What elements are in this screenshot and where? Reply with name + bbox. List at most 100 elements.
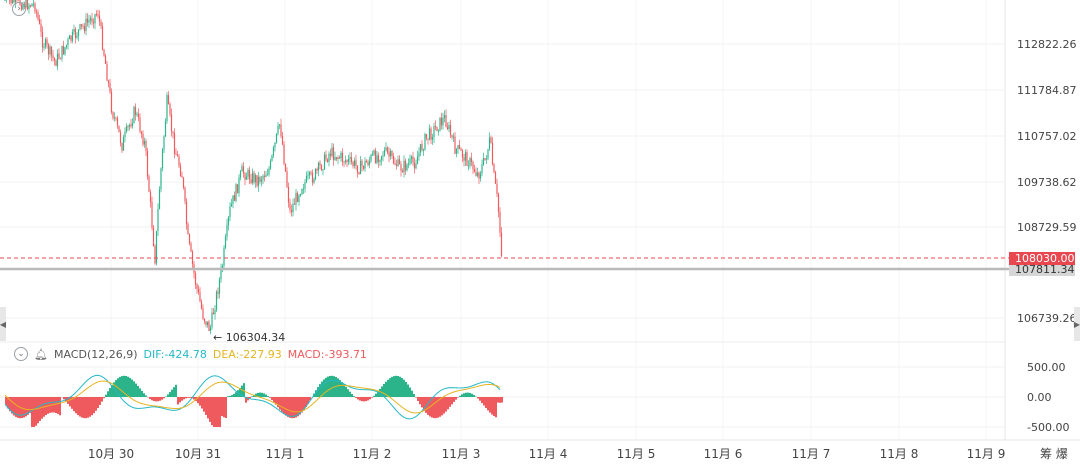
left-panel-handle[interactable]: ◀: [0, 307, 6, 341]
candle-body: [38, 19, 41, 24]
macd-bar: [157, 397, 159, 402]
macd-bar: [71, 397, 73, 409]
candle-body: [437, 130, 440, 132]
macd-bar: [159, 397, 161, 401]
macd-bar: [387, 379, 389, 397]
macd-bar: [483, 397, 485, 406]
candle-body: [326, 159, 329, 162]
candle-body: [59, 58, 62, 60]
candle-body: [203, 318, 206, 322]
candle-body: [451, 135, 453, 138]
bell-icon[interactable]: 🔔︎: [34, 347, 48, 361]
macd-bar: [283, 397, 285, 414]
candle-body: [43, 46, 45, 48]
macd-bar: [141, 390, 143, 397]
candle-body: [137, 113, 140, 118]
candle-body: [85, 18, 87, 32]
candle-body: [37, 12, 39, 20]
candle-body: [248, 169, 251, 180]
macd-bar: [281, 397, 283, 412]
candle-body: [58, 53, 60, 59]
candle-body: [56, 53, 59, 67]
macd-title[interactable]: MACD(12,26,9): [53, 347, 138, 361]
macd-bar: [187, 397, 189, 398]
candle-body: [463, 157, 465, 161]
candle-body: [101, 26, 104, 50]
macd-bar: [131, 379, 133, 397]
candle-body: [41, 31, 44, 48]
candle-body: [415, 164, 417, 169]
macd-bar: [143, 393, 145, 397]
candle-body: [113, 117, 116, 119]
candle-body: [412, 156, 414, 163]
candle-body: [187, 224, 189, 235]
macd-bar: [213, 397, 215, 427]
candle-body: [283, 144, 285, 164]
candle-body: [178, 156, 180, 167]
candle-body: [110, 91, 113, 113]
macd-bar: [409, 387, 411, 397]
candle-body: [293, 203, 296, 205]
candle-body: [80, 24, 83, 26]
corner-label[interactable]: 筹 爆: [1040, 447, 1068, 461]
candle-body: [77, 29, 80, 37]
macd-bar: [79, 397, 81, 417]
candle-body: [493, 164, 495, 173]
macd-bar: [237, 390, 239, 397]
macd-bar: [249, 397, 251, 399]
candle-body: [245, 176, 248, 180]
macd-bar: [365, 397, 367, 402]
macd-bar: [265, 394, 267, 397]
candle-body: [112, 112, 114, 119]
macd-bar: [493, 397, 495, 417]
macd-bar: [363, 397, 365, 402]
candle-body: [383, 150, 386, 156]
candle-body: [385, 147, 387, 151]
macd-bar: [193, 397, 195, 400]
candle-body: [247, 169, 249, 177]
candle-body: [413, 162, 416, 169]
candle-body: [163, 136, 165, 150]
chart-nav-button[interactable]: ›: [12, 2, 26, 16]
candle-body: [286, 171, 288, 187]
candle-body: [395, 164, 398, 167]
collapse-icon[interactable]: ⌄: [14, 347, 28, 361]
macd-bar: [173, 387, 175, 397]
macd-bar: [139, 388, 141, 397]
macd-bar: [367, 397, 369, 401]
candle-body: [188, 234, 191, 244]
candle-body: [154, 246, 156, 264]
macd-bar: [431, 397, 433, 418]
macd-bar: [33, 397, 35, 427]
candle-body: [409, 158, 411, 164]
candle-body: [116, 118, 119, 126]
macd-bar: [145, 395, 147, 397]
candle-body: [74, 29, 77, 38]
macd-bar: [383, 384, 385, 397]
candle-body: [349, 157, 351, 159]
candle-body: [143, 140, 146, 145]
right-panel-handle[interactable]: ▶: [1074, 307, 1080, 341]
time-tick: 11月 1: [265, 447, 305, 461]
macd-bar: [29, 397, 31, 413]
candle-body: [200, 301, 203, 309]
macd-bar: [455, 397, 457, 400]
candle-body: [104, 55, 107, 64]
candle-body: [361, 160, 363, 166]
macd-bar: [77, 397, 79, 416]
candle-body: [461, 150, 464, 158]
macd-bar: [23, 397, 25, 418]
time-tick: 10月 31: [174, 447, 222, 461]
candle-body: [217, 291, 219, 294]
candle-body: [229, 206, 231, 218]
candle-body: [371, 154, 374, 156]
candle-body: [416, 156, 419, 165]
candle-body: [179, 166, 182, 176]
macd-bar: [155, 397, 157, 402]
candle-body: [419, 143, 422, 153]
candle-body: [121, 143, 123, 151]
candle-body: [497, 193, 500, 212]
candle-body: [107, 80, 110, 84]
macd-bar: [253, 394, 255, 397]
